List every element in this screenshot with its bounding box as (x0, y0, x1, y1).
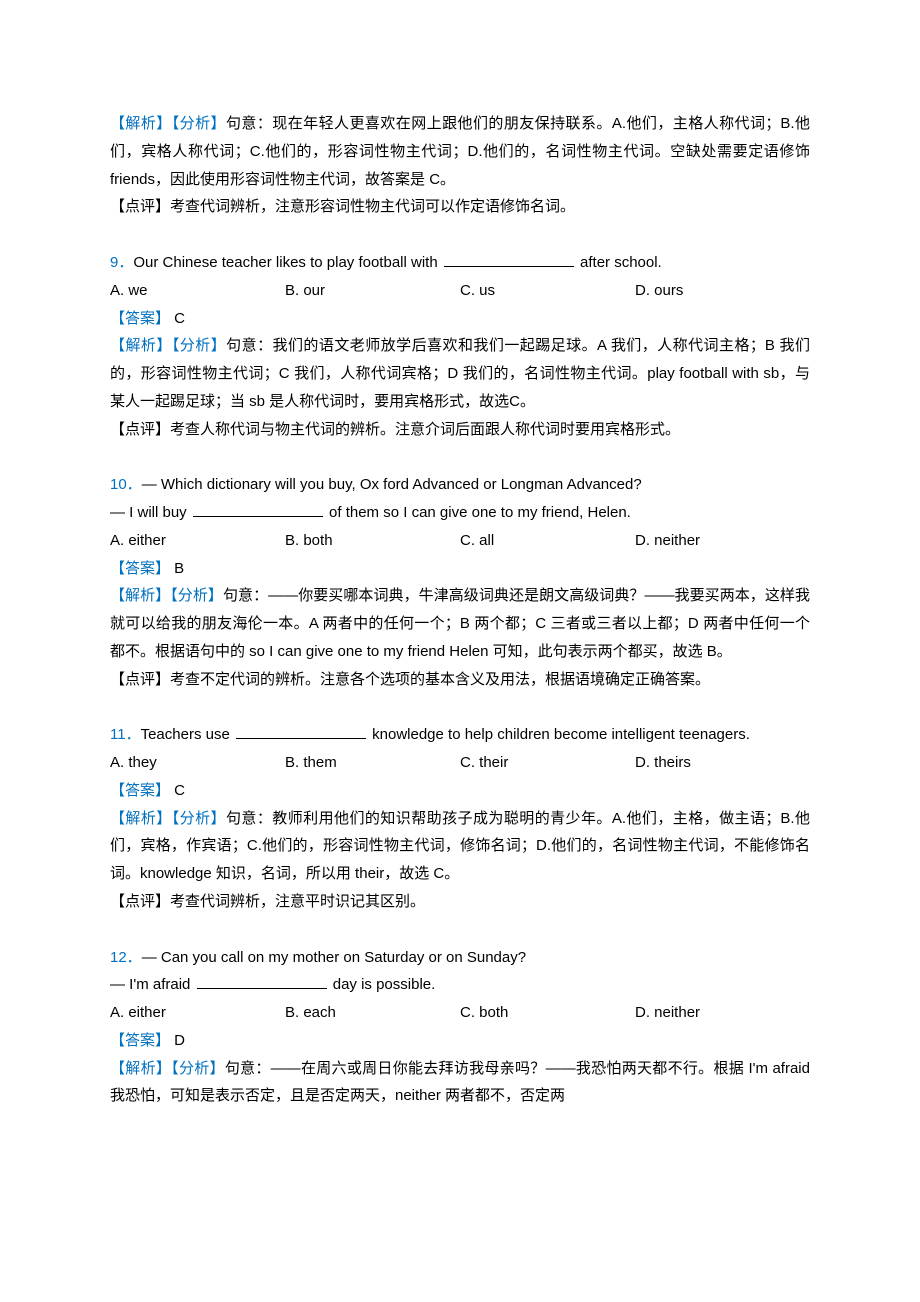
q11-stem-after: knowledge to help children become intell… (368, 726, 750, 743)
analysis-label: 【解析】 (110, 1060, 171, 1077)
option-d: D. ours (635, 277, 810, 305)
q12-answer: 【答案】 D (110, 1027, 810, 1055)
q12-options: A. either B. each C. both D. neither (110, 999, 810, 1027)
question-11: 11．Teachers use knowledge to help childr… (110, 721, 810, 915)
fenxi-label: 【分析】 (172, 337, 226, 354)
q11-stem: 11．Teachers use knowledge to help childr… (110, 721, 810, 749)
question-9: 9．Our Chinese teacher likes to play foot… (110, 249, 810, 443)
analysis-label: 【解析】 (110, 587, 170, 604)
q10-stem2-before: — I will buy (110, 504, 191, 521)
q12-number: 12． (110, 949, 142, 966)
q12-analysis: 【解析】【分析】句意：——在周六或周日你能去拜访我母亲吗？——我恐怕两天都不行。… (110, 1055, 810, 1111)
document-page: 【解析】【分析】句意：现在年轻人更喜欢在网上跟他们的朋友保持联系。A.他们，主格… (0, 0, 920, 1170)
option-c: C. all (460, 527, 635, 555)
question-10: 10．— Which dictionary will you buy, Ox f… (110, 471, 810, 693)
q12-stem1-text: — Can you call on my mother on Saturday … (142, 949, 526, 966)
option-a: A. either (110, 527, 285, 555)
answer-value: D (170, 1032, 185, 1049)
fenxi-label: 【分析】 (172, 115, 226, 132)
q8-analysis: 【解析】【分析】句意：现在年轻人更喜欢在网上跟他们的朋友保持联系。A.他们，主格… (110, 110, 810, 193)
option-b: B. each (285, 999, 460, 1027)
review-text: 考查代词辨析，注意形容词性物主代词可以作定语修饰名词。 (170, 198, 575, 215)
answer-label: 【答案】 (110, 560, 170, 577)
q9-stem-before: Our Chinese teacher likes to play footba… (133, 254, 442, 271)
option-c: C. us (460, 277, 635, 305)
blank (444, 253, 574, 268)
question-12: 12．— Can you call on my mother on Saturd… (110, 944, 810, 1111)
answer-value: B (170, 560, 184, 577)
q9-number: 9． (110, 254, 133, 271)
answer-label: 【答案】 (110, 310, 170, 327)
blank (236, 725, 366, 740)
review-label: 【点评】 (110, 421, 170, 438)
q11-review: 【点评】考查代词辨析，注意平时识记其区别。 (110, 888, 810, 916)
answer-label: 【答案】 (110, 782, 170, 799)
q11-number: 11． (110, 726, 141, 743)
q12-stem2-before: — I'm afraid (110, 976, 195, 993)
q11-stem-before: Teachers use (141, 726, 234, 743)
blank (193, 503, 323, 518)
option-b: B. our (285, 277, 460, 305)
q10-stem2-after: of them so I can give one to my friend, … (325, 504, 631, 521)
fenxi-label: 【分析】 (171, 1060, 225, 1077)
option-c: C. both (460, 999, 635, 1027)
q12-stem2: — I'm afraid day is possible. (110, 971, 810, 999)
q9-stem-after: after school. (576, 254, 662, 271)
q10-options: A. either B. both C. all D. neither (110, 527, 810, 555)
option-c: C. their (460, 749, 635, 777)
q8-review: 【点评】考查代词辨析，注意形容词性物主代词可以作定语修饰名词。 (110, 193, 810, 221)
fenxi-label: 【分析】 (172, 810, 226, 827)
analysis-label: 【解析】 (110, 337, 172, 354)
review-text: 考查人称代词与物主代词的辨析。注意介词后面跟人称代词时要用宾格形式。 (170, 421, 680, 438)
review-label: 【点评】 (110, 671, 170, 688)
q9-options: A. we B. our C. us D. ours (110, 277, 810, 305)
q9-answer: 【答案】 C (110, 305, 810, 333)
analysis-label: 【解析】 (110, 115, 172, 132)
analysis-label: 【解析】 (110, 810, 172, 827)
q9-stem: 9．Our Chinese teacher likes to play foot… (110, 249, 810, 277)
review-label: 【点评】 (110, 893, 170, 910)
answer-label: 【答案】 (110, 1032, 170, 1049)
option-b: B. both (285, 527, 460, 555)
review-label: 【点评】 (110, 198, 170, 215)
option-d: D. neither (635, 527, 810, 555)
q10-stem1-text: — Which dictionary will you buy, Ox ford… (142, 476, 642, 493)
q10-number: 10． (110, 476, 142, 493)
option-d: D. neither (635, 999, 810, 1027)
q11-answer: 【答案】 C (110, 777, 810, 805)
q9-analysis: 【解析】【分析】句意：我们的语文老师放学后喜欢和我们一起踢足球。A 我们，人称代… (110, 332, 810, 415)
q11-analysis: 【解析】【分析】句意：教师利用他们的知识帮助孩子成为聪明的青少年。A.他们，主格… (110, 805, 810, 888)
q10-analysis: 【解析】【分析】句意：——你要买哪本词典，牛津高级词典还是朗文高级词典？——我要… (110, 582, 810, 665)
review-text: 考查代词辨析，注意平时识记其区别。 (170, 893, 425, 910)
q12-stem2-after: day is possible. (329, 976, 436, 993)
answer-value: C (170, 310, 185, 327)
answer-value: C (170, 782, 185, 799)
q12-stem1: 12．— Can you call on my mother on Saturd… (110, 944, 810, 972)
fenxi-label: 【分析】 (170, 587, 223, 604)
q10-stem1: 10．— Which dictionary will you buy, Ox f… (110, 471, 810, 499)
option-b: B. them (285, 749, 460, 777)
q10-review: 【点评】考查不定代词的辨析。注意各个选项的基本含义及用法，根据语境确定正确答案。 (110, 666, 810, 694)
q11-options: A. they B. them C. their D. theirs (110, 749, 810, 777)
option-a: A. they (110, 749, 285, 777)
q9-review: 【点评】考查人称代词与物主代词的辨析。注意介词后面跟人称代词时要用宾格形式。 (110, 416, 810, 444)
option-d: D. theirs (635, 749, 810, 777)
q10-answer: 【答案】 B (110, 555, 810, 583)
review-text: 考查不定代词的辨析。注意各个选项的基本含义及用法，根据语境确定正确答案。 (170, 671, 710, 688)
option-a: A. either (110, 999, 285, 1027)
blank (197, 975, 327, 990)
option-a: A. we (110, 277, 285, 305)
q10-stem2: — I will buy of them so I can give one t… (110, 499, 810, 527)
